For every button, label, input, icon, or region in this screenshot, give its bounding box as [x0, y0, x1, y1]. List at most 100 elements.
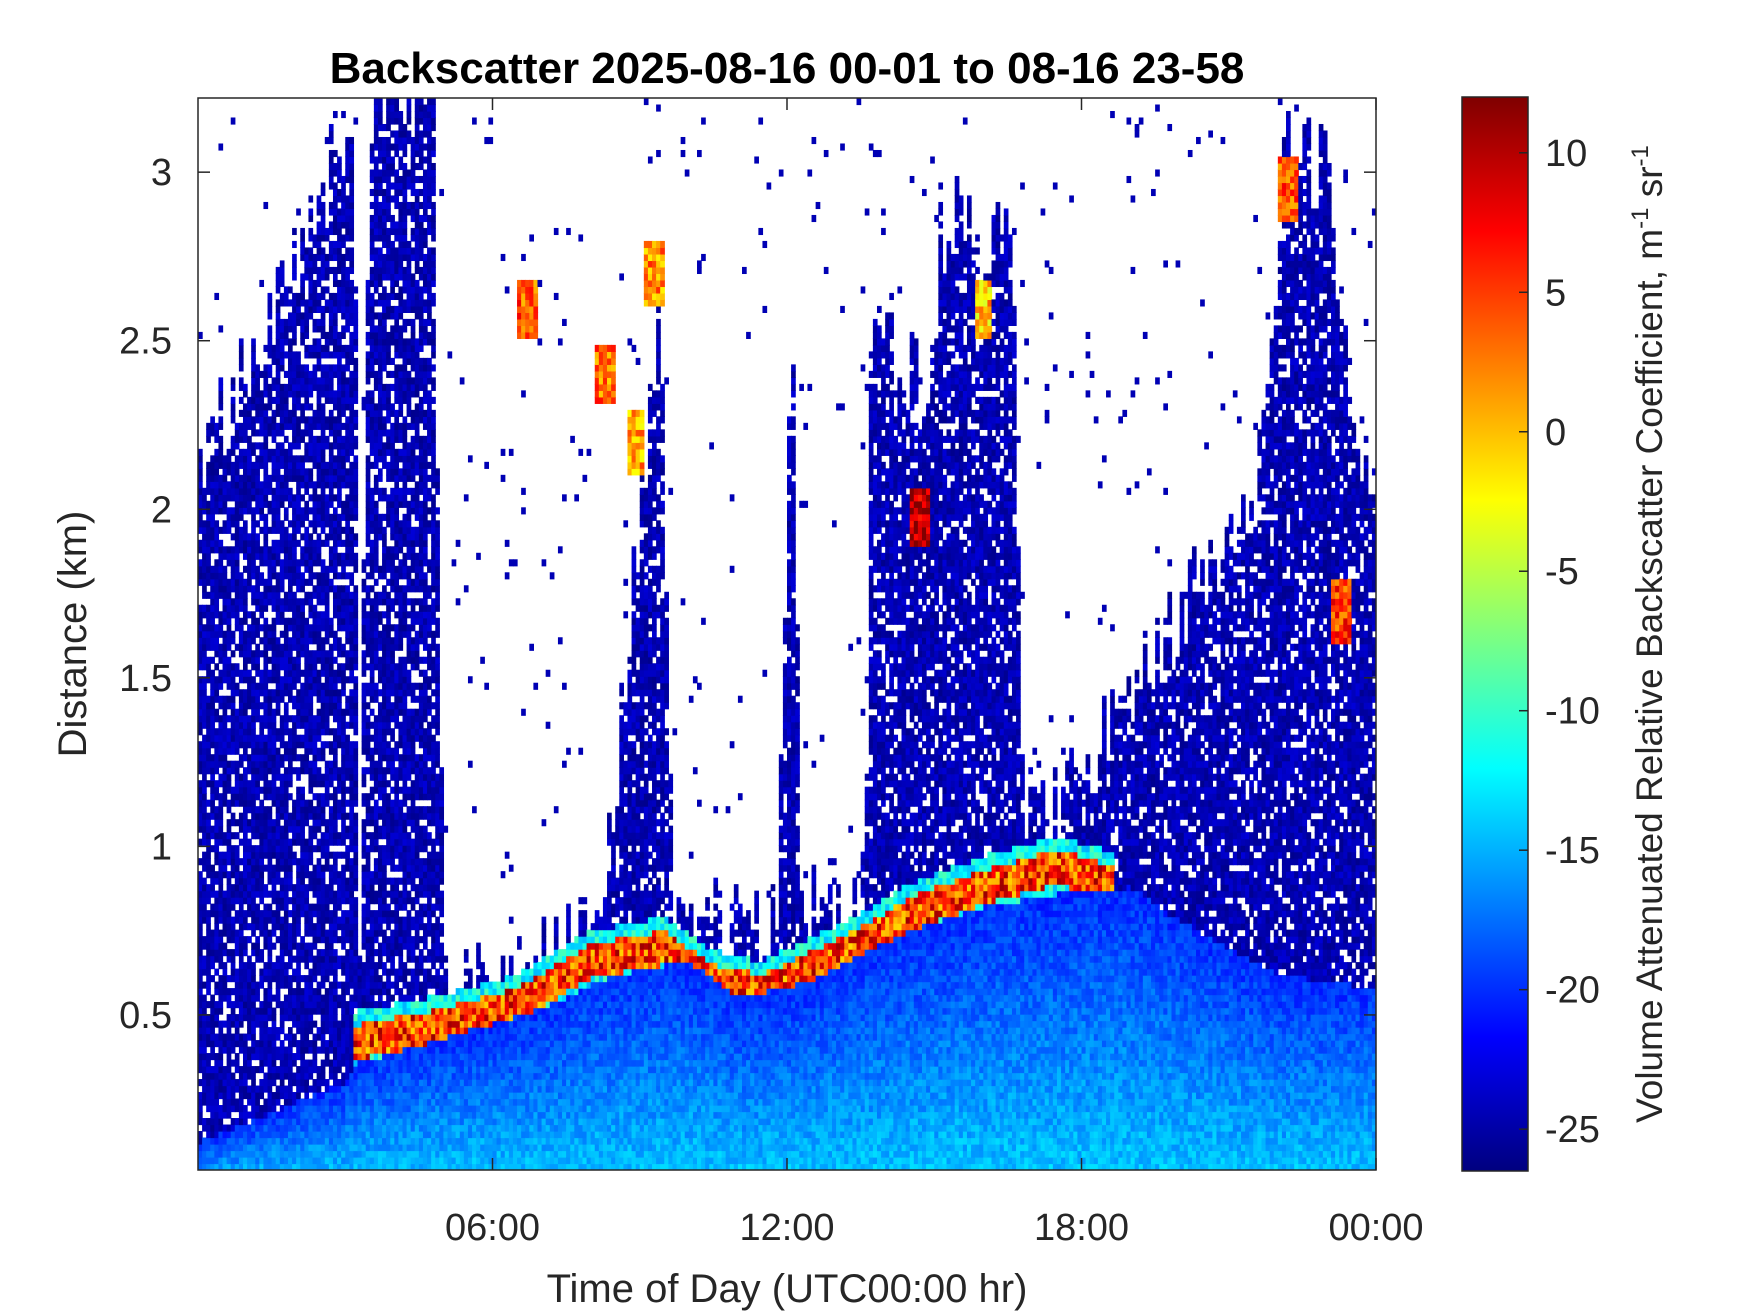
- heatmap-cell: [337, 163, 342, 170]
- heatmap-cell: [239, 826, 244, 833]
- heatmap-cell: [353, 371, 358, 378]
- heatmap-cell: [370, 910, 375, 917]
- heatmap-cell: [329, 618, 334, 625]
- heatmap-cell: [259, 559, 264, 566]
- heatmap-cell: [288, 936, 293, 943]
- heatmap-cell: [268, 813, 273, 820]
- heatmap-cell: [341, 1131, 346, 1138]
- heatmap-cell: [255, 1138, 260, 1145]
- heatmap-cell: [276, 501, 281, 508]
- heatmap-cell: [317, 481, 322, 488]
- heatmap-cell: [231, 1047, 236, 1054]
- heatmap-cell: [280, 358, 285, 365]
- heatmap-cell: [374, 683, 379, 690]
- heatmap-cell: [317, 1073, 322, 1080]
- heatmap-cell: [337, 449, 342, 456]
- heatmap-cell: [378, 1125, 383, 1132]
- heatmap-cell: [272, 852, 277, 859]
- heatmap-cell: [308, 676, 313, 683]
- heatmap-cell: [370, 449, 375, 456]
- heatmap-cell: [349, 488, 354, 495]
- heatmap-cell: [337, 195, 342, 202]
- heatmap-cell: [337, 722, 342, 729]
- heatmap-cell: [288, 579, 293, 586]
- heatmap-cell: [276, 787, 281, 794]
- heatmap-cell: [321, 345, 326, 352]
- heatmap-cell: [202, 1144, 207, 1151]
- heatmap-cell: [288, 592, 293, 599]
- heatmap-cell: [329, 1073, 334, 1080]
- heatmap-cell: [206, 891, 211, 898]
- heatmap-cell: [345, 533, 350, 540]
- heatmap-cell: [313, 845, 318, 852]
- heatmap-cell: [239, 787, 244, 794]
- heatmap-cell: [231, 1014, 236, 1021]
- heatmap-cell: [296, 741, 301, 748]
- heatmap-cell: [345, 774, 350, 781]
- heatmap-cell: [263, 579, 268, 586]
- heatmap-cell: [272, 819, 277, 826]
- heatmap-cell: [251, 546, 256, 553]
- heatmap-cell: [247, 1157, 252, 1164]
- heatmap-cell: [280, 663, 285, 670]
- heatmap-cell: [243, 527, 248, 534]
- heatmap-cell: [268, 553, 273, 560]
- heatmap-cell: [374, 988, 379, 995]
- heatmap-cell: [239, 1079, 244, 1086]
- heatmap-cell: [255, 462, 260, 469]
- heatmap-cell: [353, 663, 358, 670]
- heatmap-cell: [243, 858, 248, 865]
- heatmap-cell: [337, 501, 342, 508]
- heatmap-cell: [202, 1157, 207, 1164]
- heatmap-cell: [227, 663, 232, 670]
- heatmap-cell: [247, 1066, 252, 1073]
- heatmap-cell: [255, 995, 260, 1002]
- heatmap-cell: [300, 377, 305, 384]
- heatmap-cell: [325, 1047, 330, 1054]
- heatmap-cell: [308, 1105, 313, 1112]
- heatmap-cell: [313, 1053, 318, 1060]
- heatmap-cell: [308, 280, 313, 287]
- heatmap-cell: [321, 1105, 326, 1112]
- heatmap-cell: [370, 488, 375, 495]
- heatmap-cell: [268, 429, 273, 436]
- heatmap-cell: [370, 1092, 375, 1099]
- heatmap-cell: [280, 845, 285, 852]
- heatmap-cell: [353, 774, 358, 781]
- heatmap-cell: [374, 449, 379, 456]
- heatmap-cell: [308, 1001, 313, 1008]
- heatmap-cell: [329, 741, 334, 748]
- heatmap-cell: [353, 1060, 358, 1067]
- heatmap-cell: [218, 975, 223, 982]
- heatmap-cell: [362, 936, 367, 943]
- heatmap-cell: [268, 826, 273, 833]
- heatmap-cell: [288, 735, 293, 742]
- heatmap-cell: [358, 1118, 363, 1125]
- heatmap-cell: [272, 572, 277, 579]
- heatmap-cell: [329, 780, 334, 787]
- heatmap-cell: [321, 1008, 326, 1015]
- heatmap-cell: [223, 839, 228, 846]
- heatmap-cell: [341, 839, 346, 846]
- heatmap-cell: [329, 930, 334, 937]
- heatmap-cell: [308, 540, 313, 547]
- heatmap-cell: [353, 761, 358, 768]
- heatmap-cell: [341, 969, 346, 976]
- heatmap-cell: [304, 741, 309, 748]
- heatmap-cell: [362, 637, 367, 644]
- heatmap-cell: [218, 618, 223, 625]
- heatmap-cell: [374, 351, 379, 358]
- heatmap-cell: [370, 1008, 375, 1015]
- heatmap-cell: [366, 1099, 371, 1106]
- heatmap-cell: [251, 592, 256, 599]
- heatmap-cell: [353, 1099, 358, 1106]
- heatmap-cell: [325, 845, 330, 852]
- heatmap-cell: [263, 1099, 268, 1106]
- heatmap-cell: [263, 442, 268, 449]
- heatmap-cell: [353, 455, 358, 462]
- heatmap-cell: [370, 813, 375, 820]
- heatmap-cell: [243, 839, 248, 846]
- heatmap-cell: [223, 852, 228, 859]
- heatmap-cell: [358, 1125, 363, 1132]
- heatmap-cell: [255, 572, 260, 579]
